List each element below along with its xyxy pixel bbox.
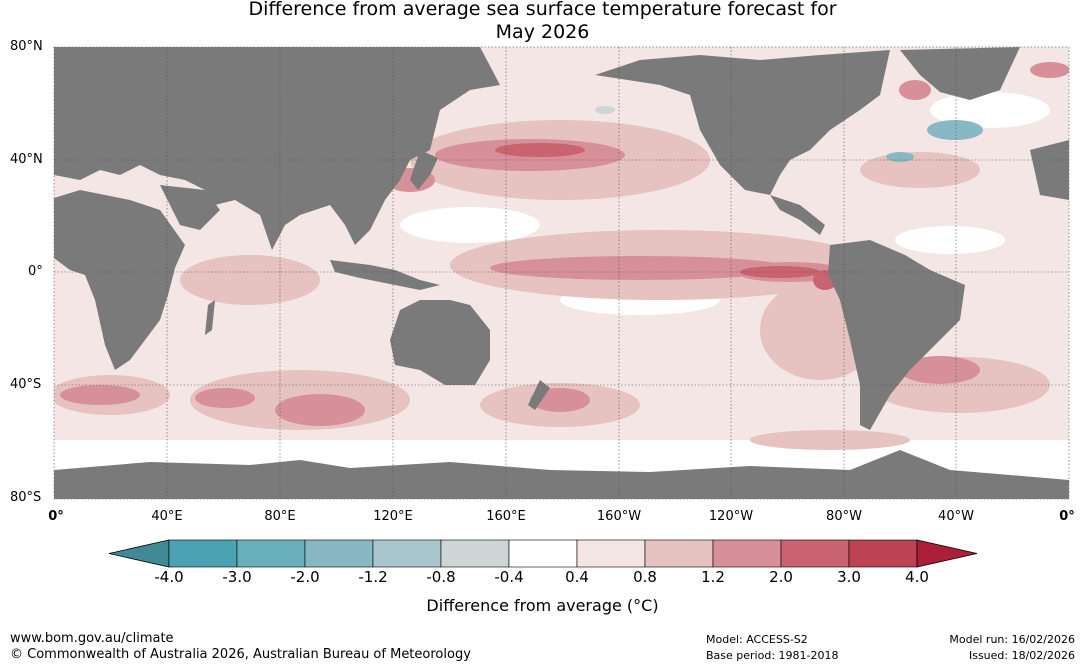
colorbar-segment (576, 539, 646, 568)
land-masses (54, 47, 1069, 499)
footer-base-period: Base period: 1981-2018 (706, 649, 839, 662)
colorbar-tick-label: -1.2 (358, 568, 388, 586)
chart-title: Difference from average sea surface temp… (0, 0, 1085, 44)
colorbar-tick-label: 1.2 (701, 568, 725, 586)
warm-patch (860, 152, 980, 188)
lon-label-0-left: 0° (48, 509, 64, 524)
footer-model: Model: ACCESS-S2 (706, 633, 808, 646)
neutral-patch (400, 207, 540, 243)
europe-west-land (1030, 140, 1069, 200)
warm-core (899, 80, 931, 100)
colorbar-tick-label: 0.4 (565, 568, 589, 586)
cool-patch (927, 120, 983, 140)
colorbar-segment (372, 539, 442, 568)
warm-peak (495, 143, 585, 157)
colorbar-segment (168, 539, 238, 568)
footer-model-run: Model run: 16/02/2026 (949, 633, 1075, 646)
warm-core (60, 385, 140, 405)
colorbar-tick-label: 2.0 (769, 568, 793, 586)
cool-areas (595, 106, 983, 162)
colorbar-segment (236, 539, 306, 568)
lon-label-120w: 120°W (708, 509, 754, 524)
arabia-land (160, 185, 220, 230)
colorbar-segment (644, 539, 714, 568)
lat-label-40n: 40°N (10, 152, 43, 167)
colorbar-segment (780, 539, 850, 568)
antarctica-land (54, 450, 1069, 499)
lon-label-160e: 160°E (486, 509, 526, 524)
colorbar-segment (712, 539, 782, 568)
new-zealand-land (528, 380, 550, 410)
warm-patch (750, 430, 910, 450)
cool-patch (886, 152, 914, 162)
lat-label-40s: 40°S (10, 377, 42, 392)
colorbar-tick-label: -0.8 (426, 568, 456, 586)
lon-label-0-right: 0° (1059, 509, 1075, 524)
eurasia-land (54, 47, 500, 250)
greenland-land (900, 47, 1020, 100)
colorbar-tick-label: 3.0 (837, 568, 861, 586)
colorbar-label: Difference from average (°C) (426, 596, 659, 615)
north-america-land (595, 50, 890, 195)
australia-land (390, 300, 490, 385)
footer-copyright: © Commonwealth of Australia 2026, Austra… (10, 647, 471, 662)
cool-patch (595, 106, 615, 114)
lon-label-80w: 80°W (826, 509, 862, 524)
footer-issued: Issued: 18/02/2026 (968, 649, 1075, 662)
south-america-land (828, 240, 965, 430)
neutral-patch (895, 226, 1005, 254)
japan-land (410, 150, 438, 190)
map-frame (53, 46, 1070, 500)
colorbar-segment (848, 539, 918, 568)
colorbar-tick-label: 0.8 (633, 568, 657, 586)
lon-label-160w: 160°W (596, 509, 642, 524)
colorbar-tick-label: 4.0 (905, 568, 929, 586)
warm-core (900, 356, 980, 384)
colorbar-extend-low (108, 539, 170, 568)
lat-label-80s: 80°S (10, 490, 42, 505)
warm-patch (180, 255, 320, 305)
colorbar-tick-label: -0.4 (494, 568, 524, 586)
lon-label-80e: 80°E (264, 509, 296, 524)
colorbar-segment (440, 539, 510, 568)
indonesia-land (330, 260, 440, 290)
colorbar-extend-high (916, 539, 978, 568)
central-america-land (770, 195, 825, 235)
lon-label-40w: 40°W (938, 509, 974, 524)
neutral-patch (930, 92, 1050, 128)
lat-label-80n: 80°N (10, 39, 43, 54)
colorbar-segment (304, 539, 374, 568)
lat-label-equator: 0° (28, 264, 43, 279)
colorbar-tick-label: -3.0 (222, 568, 252, 586)
madagascar-land (205, 300, 215, 335)
colorbar-tick-label: -4.0 (154, 568, 184, 586)
lon-label-40e: 40°E (151, 509, 183, 524)
warm-core (195, 388, 255, 408)
colorbar-segment (508, 539, 578, 568)
warm-core (1030, 62, 1069, 78)
colorbar-tick-label: -2.0 (290, 568, 320, 586)
graticule (54, 47, 1069, 499)
title-line-1: Difference from average sea surface temp… (248, 0, 837, 20)
africa-land (54, 190, 185, 370)
warm-core (275, 394, 365, 426)
footer-url: www.bom.gov.au/climate (10, 631, 174, 646)
lon-label-120e: 120°E (373, 509, 413, 524)
equatorial-warm-band (490, 256, 790, 280)
title-line-2: May 2026 (495, 21, 590, 43)
